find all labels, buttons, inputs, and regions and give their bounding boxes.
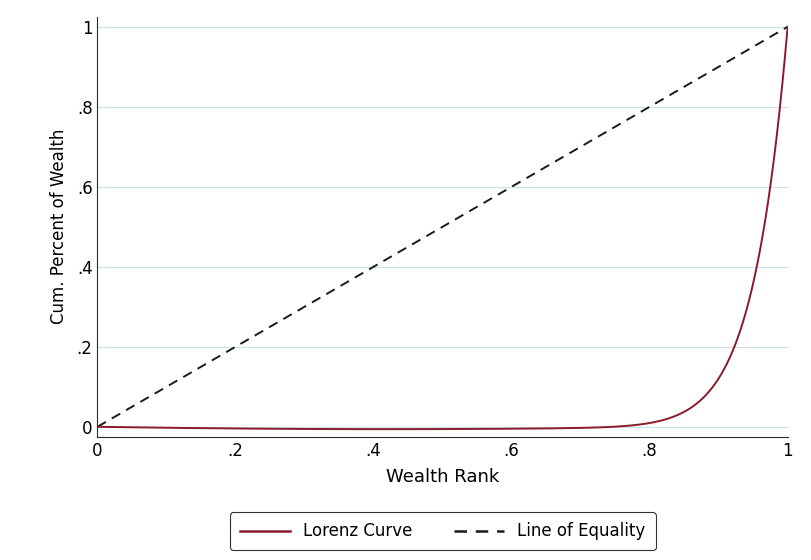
Y-axis label: Cum. Percent of Wealth: Cum. Percent of Wealth <box>50 129 68 324</box>
X-axis label: Wealth Rank: Wealth Rank <box>385 468 499 486</box>
Legend: Lorenz Curve, Line of Equality: Lorenz Curve, Line of Equality <box>230 512 654 550</box>
